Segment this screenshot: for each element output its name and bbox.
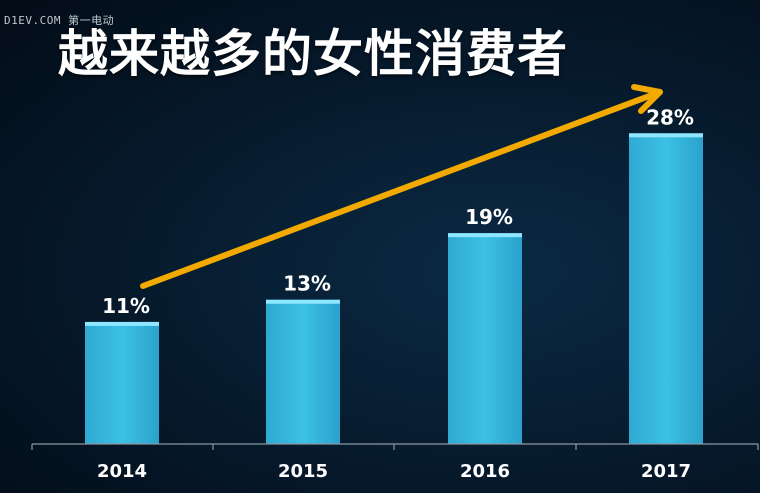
x-axis-ticks [31, 444, 759, 450]
x-tick-label-2016: 2016 [460, 461, 510, 482]
bar-top-2017 [629, 133, 703, 138]
bar-2016 [448, 233, 522, 444]
x-tick-label-2017: 2017 [641, 461, 691, 482]
x-tick-label-2014: 2014 [97, 461, 147, 482]
data-label-2015: 13% [283, 272, 331, 296]
trend-arrow-line [140, 92, 655, 289]
data-labels-group: 11% 13% 19% 28% [102, 105, 694, 318]
trend-arrow [140, 84, 663, 289]
bar-2017 [629, 133, 703, 444]
bar-2015 [266, 299, 340, 444]
bar-top-2016 [448, 233, 522, 238]
data-label-2016: 19% [465, 205, 513, 229]
chart-title: 越来越多的女性消费者 [58, 25, 568, 83]
bars-group [85, 133, 703, 444]
bar-2014 [85, 321, 159, 444]
watermark: D1EV.COM 第一电动 [4, 14, 115, 27]
bar-top-2015 [266, 299, 340, 304]
data-label-2017: 28% [646, 105, 694, 129]
trend-arrow-head [631, 84, 663, 114]
data-label-2014: 11% [102, 294, 150, 318]
x-tick-label-2015: 2015 [278, 461, 328, 482]
x-axis-labels: 2014 2015 2016 2017 [97, 461, 691, 482]
bar-top-2014 [85, 321, 159, 326]
